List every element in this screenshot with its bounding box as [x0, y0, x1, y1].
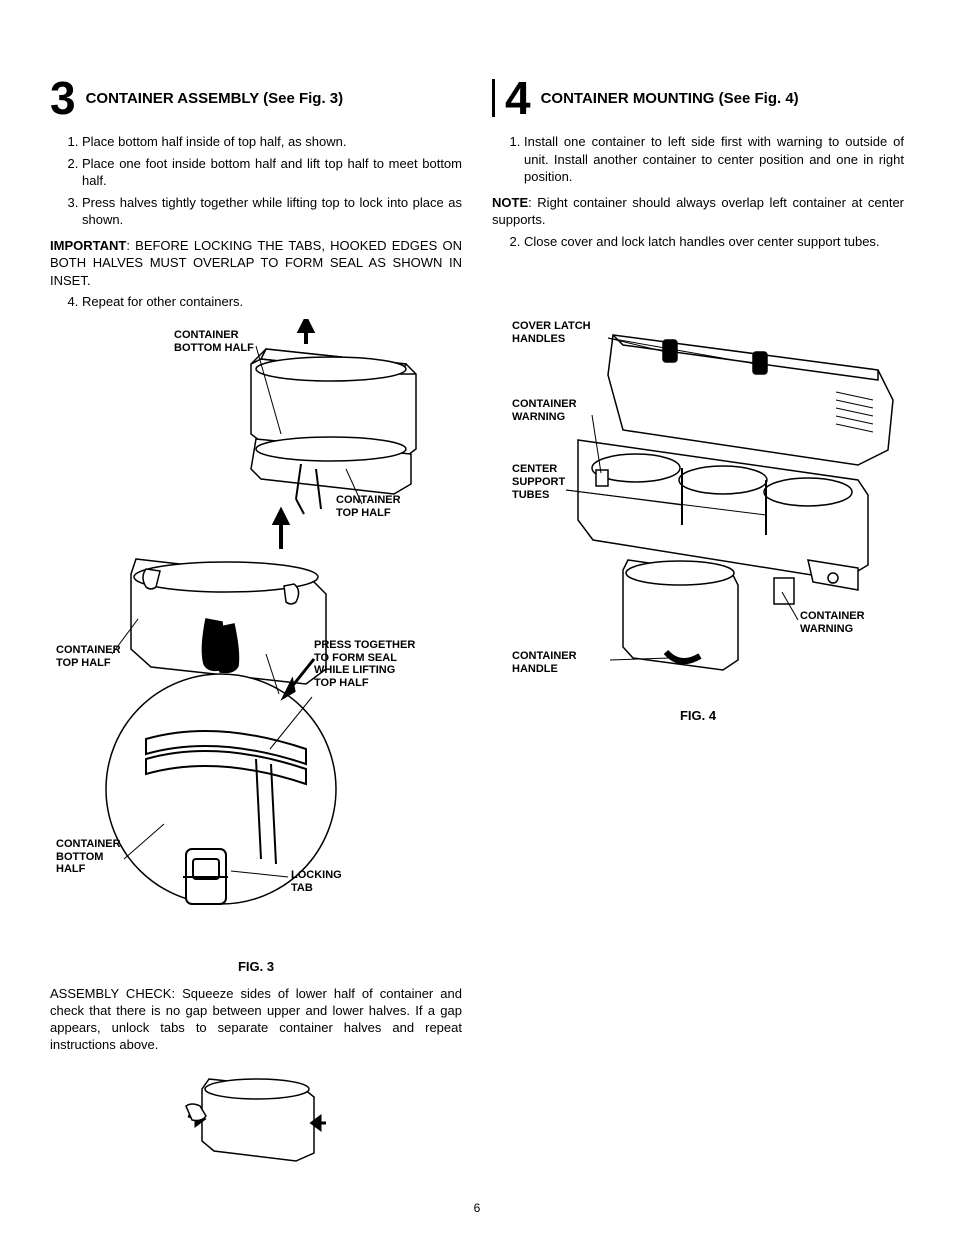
label-bottom-half-top: CONTAINER BOTTOM HALF [174, 329, 254, 354]
label-press-together: PRESS TOGETHER TO FORM SEAL WHILE LIFTIN… [314, 639, 415, 690]
step-3-2: Place one foot inside bottom half and li… [82, 155, 462, 190]
note-block: NOTE: Right container should always over… [492, 194, 904, 229]
page-number: 6 [0, 1201, 954, 1215]
step-number-3: 3 [50, 75, 76, 121]
note-label: NOTE [492, 195, 528, 210]
label-container-handle: CONTAINER HANDLE [512, 650, 577, 675]
steps-list-4b: Close cover and lock latch handles over … [492, 233, 904, 251]
label-center-support: CENTER SUPPORT TUBES [512, 463, 565, 501]
steps-list-4a: Install one container to left side first… [492, 133, 904, 186]
step-3-3: Press halves tightly together while lift… [82, 194, 462, 229]
step-4-2: Close cover and lock latch handles over … [524, 233, 904, 251]
label-container-warning-1: CONTAINER WARNING [512, 398, 577, 423]
fig3-caption: FIG. 3 [50, 959, 462, 974]
right-column: 4 CONTAINER MOUNTING (See Fig. 4) Instal… [492, 75, 904, 1166]
label-top-half-right: CONTAINER TOP HALF [336, 494, 401, 519]
assembly-check-icon [184, 1061, 329, 1166]
label-container-warning-2: CONTAINER WARNING [800, 610, 865, 635]
label-top-half-left: CONTAINER TOP HALF [56, 644, 121, 669]
page: 3 CONTAINER ASSEMBLY (See Fig. 3) Place … [0, 0, 954, 1235]
step-title-4: CONTAINER MOUNTING (See Fig. 4) [541, 90, 799, 107]
figure-3: CONTAINER BOTTOM HALF CONTAINER TOP HALF… [56, 319, 456, 949]
important-label: IMPORTANT [50, 238, 126, 253]
left-column: 3 CONTAINER ASSEMBLY (See Fig. 3) Place … [50, 75, 462, 1166]
step-4-1: Install one container to left side first… [524, 133, 904, 186]
step-header-4: 4 CONTAINER MOUNTING (See Fig. 4) [492, 75, 904, 121]
note-text: : Right container should always overlap … [492, 195, 904, 228]
important-block: IMPORTANT: BEFORE LOCKING THE TABS, HOOK… [50, 237, 462, 290]
step-title-3: CONTAINER ASSEMBLY (See Fig. 3) [86, 90, 344, 107]
figure-4: COVER LATCH HANDLES CONTAINER WARNING CE… [498, 280, 898, 700]
steps-list-3b: Repeat for other containers. [50, 293, 462, 311]
two-column-layout: 3 CONTAINER ASSEMBLY (See Fig. 3) Place … [50, 75, 904, 1166]
label-locking-tab: LOCKING TAB [291, 869, 342, 894]
label-bottom-half-lower: CONTAINER BOTTOM HALF [56, 838, 121, 876]
step-3-1: Place bottom half inside of top half, as… [82, 133, 462, 151]
step-divider [492, 79, 495, 117]
fig4-caption: FIG. 4 [492, 708, 904, 723]
step-number-4: 4 [505, 75, 531, 121]
steps-list-3a: Place bottom half inside of top half, as… [50, 133, 462, 229]
assembly-check-text: ASSEMBLY CHECK: Squeeze sides of lower h… [50, 986, 462, 1054]
step-header-3: 3 CONTAINER ASSEMBLY (See Fig. 3) [50, 75, 462, 121]
step-3-4: Repeat for other containers. [82, 293, 462, 311]
label-cover-latch: COVER LATCH HANDLES [512, 320, 591, 345]
